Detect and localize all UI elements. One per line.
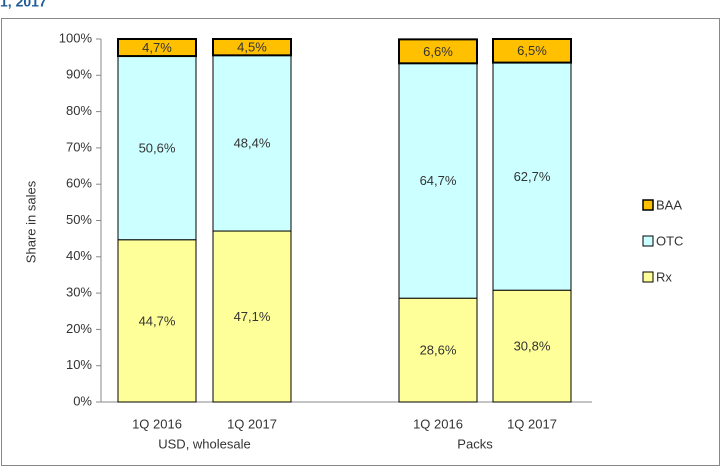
bar-segment xyxy=(492,289,572,403)
bar-segment xyxy=(492,38,572,64)
data-label: 62,7% xyxy=(514,169,551,184)
group-label: Packs xyxy=(457,436,493,451)
bar-segment xyxy=(117,55,197,241)
x-tick-label: 1Q 2016 xyxy=(413,416,463,431)
data-label: 30,8% xyxy=(514,339,551,354)
data-label: 6,5% xyxy=(517,43,547,58)
group-label: USD, wholesale xyxy=(158,436,251,451)
y-tick-label: 0% xyxy=(73,393,92,408)
data-label: 48,4% xyxy=(234,136,271,151)
y-tick-label: 10% xyxy=(66,357,92,372)
data-label: 4,5% xyxy=(237,40,267,55)
y-axis-label: Share in sales xyxy=(23,180,38,263)
x-tick-label: 1Q 2016 xyxy=(132,416,182,431)
legend-label: BAA xyxy=(656,197,682,212)
legend-label: Rx xyxy=(656,269,672,284)
chart-frame xyxy=(1,18,720,466)
bar-segment xyxy=(398,38,478,65)
data-label: 47,1% xyxy=(234,309,271,324)
bar-segment xyxy=(117,239,197,403)
y-tick-label: 30% xyxy=(66,285,92,300)
x-tick-label: 1Q 2017 xyxy=(227,416,277,431)
bar-segment xyxy=(117,38,197,58)
bar-segment xyxy=(212,38,292,57)
y-tick-label: 60% xyxy=(66,176,92,191)
y-tick-label: 80% xyxy=(66,103,92,118)
data-label: 50,6% xyxy=(139,140,176,155)
legend-swatch xyxy=(642,199,654,211)
data-label: 28,6% xyxy=(420,343,457,358)
data-label: 64,7% xyxy=(420,173,457,188)
bar-segment xyxy=(212,54,292,232)
data-label: 44,7% xyxy=(139,313,176,328)
y-tick-label: 90% xyxy=(66,67,92,82)
chart-title: 1, 2017 xyxy=(0,0,47,10)
y-tick-label: 70% xyxy=(66,139,92,154)
legend-swatch xyxy=(642,235,654,247)
y-tick-label: 100% xyxy=(59,30,93,45)
legend-label: OTC xyxy=(656,233,683,248)
y-tick-label: 40% xyxy=(66,248,92,263)
bar-segment xyxy=(398,62,478,299)
bar-segment xyxy=(212,230,292,403)
y-tick-label: 20% xyxy=(66,321,92,336)
legend-swatch xyxy=(642,271,654,283)
data-label: 4,7% xyxy=(142,40,172,55)
bar-segment xyxy=(398,297,478,403)
x-tick-label: 1Q 2017 xyxy=(507,416,557,431)
y-tick-label: 50% xyxy=(66,212,92,227)
data-label: 6,6% xyxy=(423,44,453,59)
